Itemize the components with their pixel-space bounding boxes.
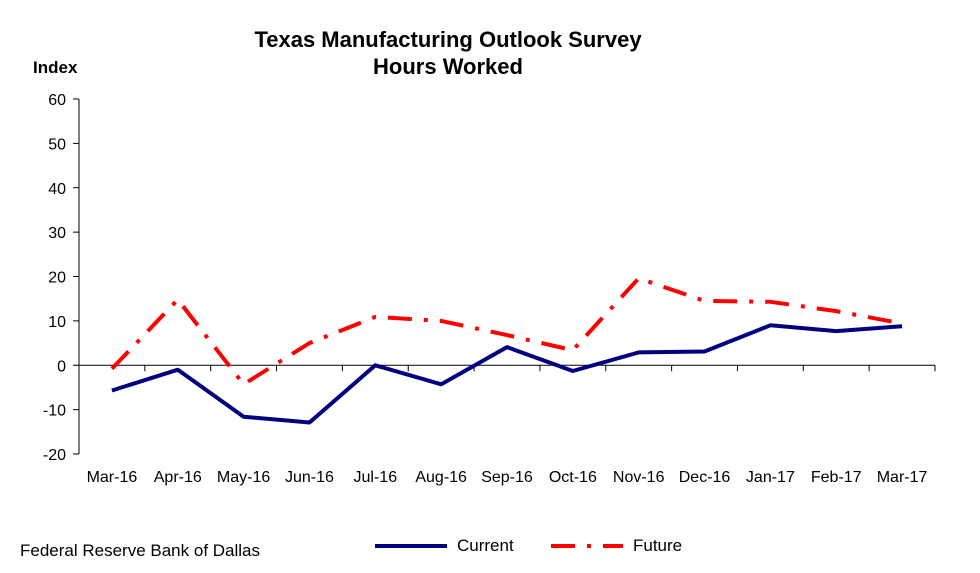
chart-subtitle: Hours Worked bbox=[373, 54, 523, 79]
x-tick-label: Apr-16 bbox=[154, 469, 202, 486]
series-layer bbox=[110, 276, 903, 425]
x-tick-label: Mar-17 bbox=[877, 469, 928, 486]
source-note: Federal Reserve Bank of Dallas bbox=[20, 541, 261, 560]
legend-item-current: Current bbox=[375, 536, 514, 556]
x-tick-label: May-16 bbox=[217, 469, 270, 486]
y-tick-label: 50 bbox=[48, 136, 66, 153]
legend-label-future: Future bbox=[633, 536, 683, 555]
legend-swatch-future bbox=[551, 544, 623, 548]
x-tick-label: Jul-16 bbox=[354, 469, 398, 486]
series-line-current bbox=[111, 323, 903, 425]
y-tick-label: 40 bbox=[48, 181, 66, 198]
y-tick-label: 0 bbox=[57, 358, 66, 375]
x-tick-label: Jun-16 bbox=[285, 469, 334, 486]
axes bbox=[73, 98, 936, 455]
x-tick-label: Feb-17 bbox=[811, 469, 862, 486]
x-tick-label: Jan-17 bbox=[746, 469, 795, 486]
y-tick-label: -10 bbox=[43, 403, 66, 420]
x-tick-label: Aug-16 bbox=[415, 469, 467, 486]
tick-labels: -20 -10 0 10 20 30 40 50 60 Mar-16 Apr-16 May-16 Jun… bbox=[43, 92, 928, 486]
y-tick-label: -20 bbox=[43, 447, 66, 464]
y-tick-label: 10 bbox=[48, 314, 66, 331]
x-tick-label: Nov-16 bbox=[613, 469, 665, 486]
chart-title: Texas Manufacturing Outlook Survey bbox=[254, 27, 642, 52]
y-tick-label: 20 bbox=[48, 270, 66, 287]
legend-swatch-current bbox=[375, 544, 447, 548]
legend-label-current: Current bbox=[457, 536, 514, 555]
x-tick-label: Dec-16 bbox=[679, 469, 731, 486]
legend-item-future: Future bbox=[551, 536, 682, 556]
y-axis-label: Index bbox=[33, 58, 78, 77]
x-tick-label: Sep-16 bbox=[481, 469, 533, 486]
y-tick-label: 30 bbox=[48, 225, 66, 242]
y-tick-label: 60 bbox=[48, 92, 66, 109]
x-tick-label: Oct-16 bbox=[549, 469, 597, 486]
x-tick-label: Mar-16 bbox=[87, 469, 138, 486]
series-line-future bbox=[110, 276, 903, 387]
